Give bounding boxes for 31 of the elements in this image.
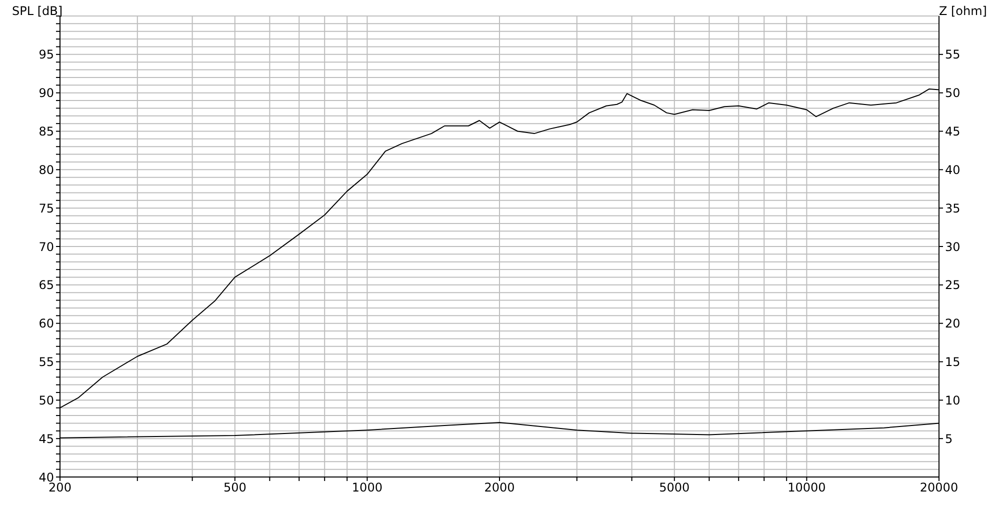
y2-tick-label: 50 [945,86,960,100]
y2-tick-label: 15 [945,355,960,370]
x-tick-label: 200 [48,480,72,495]
x-tick-label: 20000 [920,480,958,495]
x-tick-label: 500 [223,480,246,495]
y2-tick-label: 45 [945,124,960,139]
y-tick-label: 95 [38,48,54,62]
x-tick-label: 5000 [659,480,690,495]
x-tick-label: 10000 [788,480,826,495]
y2-tick-label: 55 [945,48,960,62]
y-tick-label: 70 [38,240,54,254]
y-tick-label: 50 [38,393,54,408]
y-tick-label: 45 [38,432,54,446]
y2-tick-label: 35 [945,201,960,216]
y-tick-label: 75 [38,201,54,216]
x-tick-label: 2000 [484,480,515,495]
y2-tick-label: 25 [945,278,960,292]
y-axis-title: SPL [dB] [12,4,63,18]
y-tick-label: 85 [38,124,54,139]
y2-tick-label: 30 [945,240,960,254]
y2-axis-title: Z [ohm] [938,4,987,18]
y-tick-label: 90 [38,86,54,100]
y2-tick-label: 10 [945,393,960,408]
y-tick-label: 80 [38,162,54,177]
x-tick-label: 1000 [352,480,382,495]
y-tick-label: 55 [38,355,54,370]
y-tick-label: 65 [38,278,54,292]
y2-tick-label: 40 [945,162,960,177]
y-tick-label: 60 [38,316,54,331]
y2-tick-label: 20 [945,316,960,331]
y2-tick-label: 5 [945,432,953,446]
